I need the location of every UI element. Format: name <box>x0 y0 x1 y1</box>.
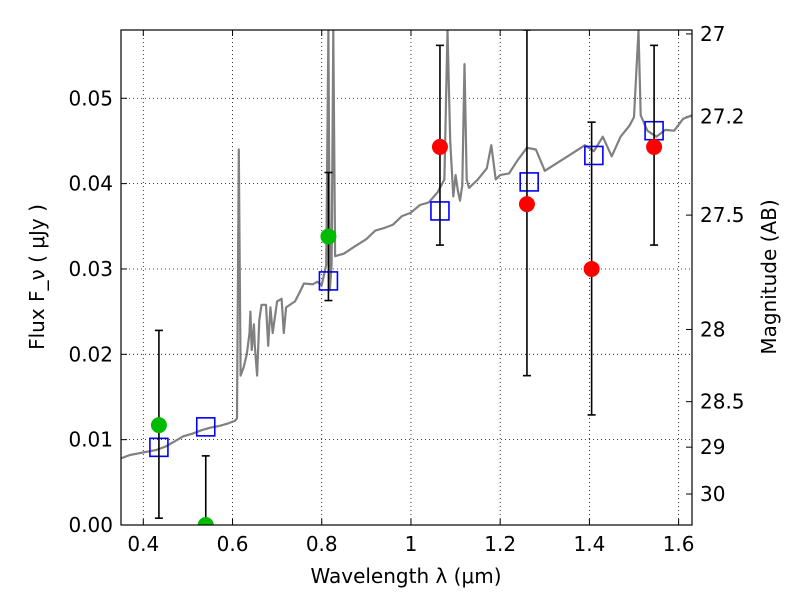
x-tick-label: 0.8 <box>306 532 338 556</box>
right-axis-label: Magnitude (AB) <box>757 199 781 354</box>
detection-point <box>150 417 167 434</box>
plot-background <box>121 30 692 525</box>
y-tick-label: 0.02 <box>68 342 113 366</box>
y-tick-label: 0.03 <box>68 257 113 281</box>
detection-point <box>583 260 600 277</box>
x-tick-label: 1.4 <box>573 532 605 556</box>
y-tick-label: 0.05 <box>68 86 113 110</box>
right-tick-label: 27.2 <box>700 105 745 129</box>
y-axis-label: Flux F_ν ( μJy ) <box>25 204 49 350</box>
detection-point <box>431 138 448 155</box>
x-tick-label: 1.6 <box>663 532 695 556</box>
detection-point <box>197 517 214 525</box>
model-square-marker <box>519 172 539 192</box>
model-square-marker <box>584 145 604 166</box>
plot-frame <box>120 29 693 526</box>
model-square-marker <box>195 417 216 437</box>
x-tick-label: 1.2 <box>484 532 516 556</box>
right-tick-label: 28.5 <box>700 390 745 414</box>
right-tick-label: 27.5 <box>700 203 745 227</box>
right-tick-label: 29 <box>700 435 725 459</box>
x-axis-label: Wavelength λ (μm) <box>310 564 501 588</box>
tick-labels: 0.4 0.6 0.8 1 1.2 1.4 1.6 0.00 0.01 0.02 0.03 0.04 0… <box>68 22 744 556</box>
detection-point <box>646 138 663 155</box>
x-tick-label: 0.6 <box>217 532 249 556</box>
spectrum-line <box>121 30 692 460</box>
right-tick-label: 30 <box>700 482 725 506</box>
right-tick-label: 27 <box>700 22 725 46</box>
detection-point <box>518 196 535 213</box>
y-tick-label: 0.01 <box>68 428 113 452</box>
plot-area <box>121 30 692 525</box>
x-tick-label: 0.4 <box>127 532 159 556</box>
y-tick-label: 0.00 <box>68 513 113 537</box>
x-tick-label: 1 <box>405 532 418 556</box>
ticks <box>121 30 692 526</box>
right-tick-label: 28 <box>700 317 725 341</box>
y-tick-label: 0.04 <box>68 172 113 196</box>
grid <box>121 30 692 525</box>
detection-point <box>320 228 337 245</box>
